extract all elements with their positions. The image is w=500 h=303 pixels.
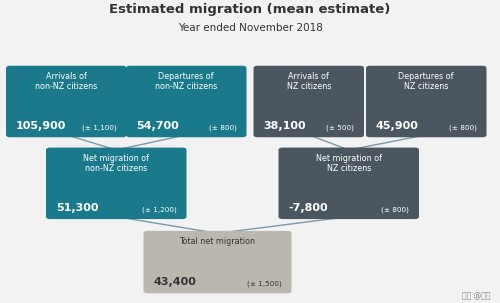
Text: (± 1,100): (± 1,100) xyxy=(82,125,116,131)
Text: 105,900: 105,900 xyxy=(16,121,66,131)
FancyBboxPatch shape xyxy=(366,66,486,137)
Text: Net migration of
non-NZ citizens: Net migration of non-NZ citizens xyxy=(83,154,149,173)
Text: Year ended November 2018: Year ended November 2018 xyxy=(178,23,322,33)
Text: Arrivals of
NZ citizens: Arrivals of NZ citizens xyxy=(286,72,331,91)
Text: Arrivals of
non-NZ citizens: Arrivals of non-NZ citizens xyxy=(35,72,98,91)
Text: (± 500): (± 500) xyxy=(326,125,354,131)
FancyBboxPatch shape xyxy=(126,66,246,137)
Text: Estimated migration (mean estimate): Estimated migration (mean estimate) xyxy=(110,3,390,16)
Text: (± 1,200): (± 1,200) xyxy=(142,207,176,213)
FancyBboxPatch shape xyxy=(144,231,292,293)
Text: Departures of
NZ citizens: Departures of NZ citizens xyxy=(398,72,454,91)
FancyBboxPatch shape xyxy=(6,66,126,137)
Text: Departures of
non-NZ citizens: Departures of non-NZ citizens xyxy=(155,72,218,91)
Text: 51,300: 51,300 xyxy=(56,203,98,213)
Text: -7,800: -7,800 xyxy=(288,203,328,213)
Text: (± 800): (± 800) xyxy=(381,207,409,213)
FancyBboxPatch shape xyxy=(254,66,364,137)
Text: (± 800): (± 800) xyxy=(208,125,236,131)
Text: Total net migration: Total net migration xyxy=(180,237,256,246)
FancyBboxPatch shape xyxy=(278,148,419,219)
Text: Net migration of
NZ citizens: Net migration of NZ citizens xyxy=(316,154,382,173)
Text: (± 800): (± 800) xyxy=(448,125,476,131)
Text: 45,900: 45,900 xyxy=(376,121,419,131)
Text: 43,400: 43,400 xyxy=(154,277,196,287)
Text: (± 1,500): (± 1,500) xyxy=(247,281,282,287)
Text: 知乎 @刘裕: 知乎 @刘裕 xyxy=(462,291,490,300)
Text: 38,100: 38,100 xyxy=(264,121,306,131)
Text: 54,700: 54,700 xyxy=(136,121,179,131)
FancyBboxPatch shape xyxy=(46,148,186,219)
